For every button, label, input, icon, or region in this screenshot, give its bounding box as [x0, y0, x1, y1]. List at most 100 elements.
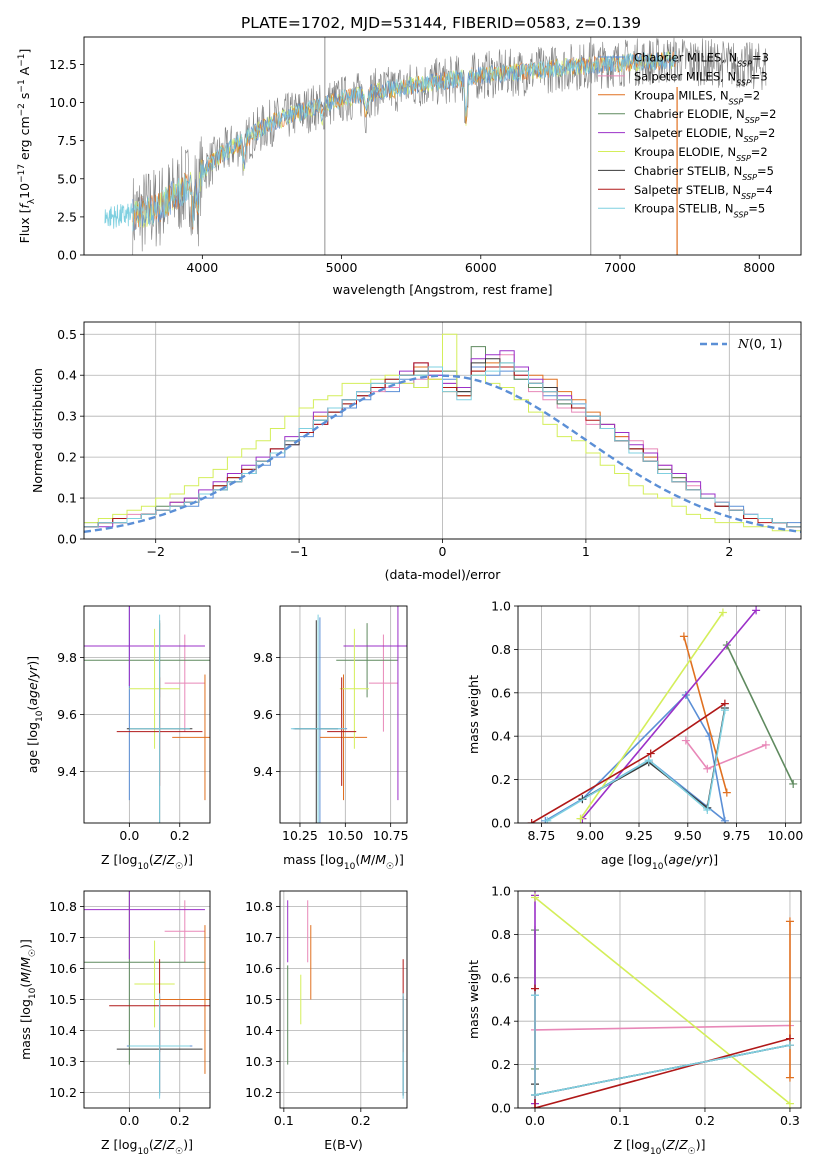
y-tick-label: 0.4 [491, 729, 511, 744]
y-tick-label: 10.5 [245, 992, 273, 1007]
weight-point [720, 816, 729, 823]
axes-frame [83, 321, 802, 540]
axes-massweight-vs-Z: 0.0 0.1 0.2 0.3 0.0 0.2 0.4 0.6 0.8 1.0 Z [log10(Z… [466, 884, 802, 1157]
axes-massweight-vs-age: 8.75 9.00 9.25 9.50 9.75 10.00 0.0 0.2 0.4 0.6 0.8… [466, 599, 803, 873]
y-tick-label: 0.4 [57, 368, 77, 383]
y-tick-label: 10.3 [245, 1054, 273, 1069]
y-tick-label: 9.8 [57, 650, 77, 665]
x-tick-label: −1 [290, 544, 308, 559]
x-tick-label: 4000 [186, 260, 218, 275]
weight-point [530, 893, 539, 902]
x-tick-label: 0.2 [170, 828, 190, 843]
weight-point [681, 736, 690, 745]
axes-age-vs-Z: 0.0 0.2 9.4 9.6 9.8 Z [log10(Z/Z☉)] age [log10… [25, 605, 211, 872]
figure-title: PLATE=1702, MJD=53144, FIBERID=0583, z=0… [241, 14, 641, 32]
weight-series [534, 1024, 791, 1031]
y-tick-label: 12.5 [49, 57, 77, 72]
y-tick-label: 10.7 [245, 930, 273, 945]
weight-point [703, 805, 712, 814]
x-axis-label: (data-model)/error [385, 567, 502, 582]
y-tick-label: 10.8 [49, 899, 77, 914]
y-tick-label: 10.5 [49, 992, 77, 1007]
panel-massweight-vs-Z: 0.0 0.1 0.2 0.3 0.0 0.2 0.4 0.6 0.8 1.0 Z [log10(Z… [466, 884, 802, 1157]
x-tick-label: 6000 [465, 260, 497, 275]
x-tick-label: 0.2 [170, 1113, 190, 1128]
y-axis-label: mass weight [466, 960, 481, 1039]
grid-mass-vs-Z [84, 891, 210, 1108]
x-tick-label: 0 [439, 544, 447, 559]
x-tick-label: 8000 [743, 260, 775, 275]
y-tick-label: 5.0 [57, 171, 77, 186]
y-tick-label: 0.6 [491, 970, 511, 985]
y-tick-label: 10.2 [49, 1085, 77, 1100]
y-tick-label: 0.6 [491, 685, 511, 700]
axes-age-vs-mass: 10.25 10.50 10.75 9.4 9.6 9.8 mass [log10(M/M☉… [253, 605, 409, 872]
weight-point [543, 816, 552, 823]
weight-point [530, 1104, 539, 1108]
y-axis-label: mass weight [466, 675, 481, 754]
axes-mass-vs-Z: 0.0 0.2 10.2 10.3 10.4 10.5 10.6 10.7 10.8 Z [log… [18, 890, 211, 1157]
normal-curve [84, 374, 801, 533]
axes-mass-vs-ebv: 0.1 0.2 10.2 10.3 10.4 10.5 10.6 10.7 10.8 E(B-V) [245, 890, 408, 1152]
plot-area-spectrum [104, 37, 767, 255]
y-tick-label: 0.2 [491, 772, 511, 787]
weight-point [527, 819, 536, 823]
legend-label: Kroupa STELIB, NSSP=5 [634, 202, 765, 220]
panel-age-vs-Z: 0.0 0.2 9.4 9.6 9.8 Z [log10(Z/Z☉)] age [log10… [25, 605, 211, 872]
x-tick-label: 0.1 [610, 1113, 630, 1128]
x-tick-label: 0.3 [780, 1113, 800, 1128]
plot-area-age-vs-Z [84, 606, 210, 823]
x-tick-label: 0.2 [695, 1113, 715, 1128]
y-tick-label: 2.5 [57, 209, 77, 224]
y-tick-label: 0.0 [491, 1101, 511, 1116]
weight-series [546, 710, 726, 822]
x-axis-label: Z [log10(Z/Z☉)] [613, 1137, 705, 1157]
weight-point [761, 740, 770, 749]
y-tick-label: 10.4 [49, 1023, 77, 1038]
weight-point [679, 632, 688, 641]
axes-frame [83, 605, 211, 824]
y-tick-label: 10.3 [49, 1054, 77, 1069]
y-tick-label: 10.6 [49, 961, 77, 976]
weight-series [683, 636, 728, 793]
legend-label: Salpeter MILES, NSSP=3 [634, 69, 768, 87]
weight-point [785, 1041, 794, 1050]
plot-area-mass-vs-ebv [287, 900, 404, 1099]
x-tick-label: 10.75 [373, 828, 409, 843]
weight-point [530, 991, 539, 1000]
weight-point [576, 814, 585, 823]
y-tick-label: 9.4 [253, 764, 273, 779]
y-tick-label: 9.4 [57, 764, 77, 779]
x-tick-label: 9.75 [723, 828, 751, 843]
legend-label: Kroupa ELODIE, NSSP=2 [634, 145, 768, 163]
y-tick-label: 0.8 [491, 927, 511, 942]
x-axis-label: age [log10(age/yr)] [601, 852, 718, 872]
y-tick-label: 10.2 [245, 1085, 273, 1100]
x-tick-label: 2 [725, 544, 733, 559]
y-tick-label: 0.1 [57, 491, 77, 506]
axes-frame [517, 890, 802, 1109]
weight-series [726, 644, 794, 785]
panel-mass-vs-Z: 0.0 0.2 10.2 10.3 10.4 10.5 10.6 10.7 10.8 Z [log… [18, 890, 211, 1157]
weight-series [581, 609, 757, 820]
axes-frame [279, 605, 408, 824]
axes-frame [83, 36, 802, 256]
weight-point [646, 749, 655, 758]
plot-area-massweight-vs-age [527, 606, 798, 823]
x-tick-label: 0.0 [525, 1113, 545, 1128]
legend-label: Chabrier ELODIE, NSSP=2 [634, 107, 776, 125]
legend-label: Salpeter ELODIE, NSSP=2 [634, 126, 775, 144]
y-tick-label: 7.5 [57, 133, 77, 148]
y-tick-label: 0.5 [57, 327, 77, 342]
x-axis-label: Z [log10(Z/Z☉)] [101, 1137, 193, 1157]
y-tick-label: 0.4 [491, 1014, 511, 1029]
y-tick-label: 10.4 [245, 1023, 273, 1038]
axes-frame [279, 890, 408, 1109]
weight-point [785, 917, 794, 926]
plot-area-residuals [84, 333, 801, 533]
y-tick-label: 0.0 [491, 816, 511, 831]
x-axis-label: E(B-V) [324, 1137, 363, 1152]
histogram-series [84, 333, 801, 532]
